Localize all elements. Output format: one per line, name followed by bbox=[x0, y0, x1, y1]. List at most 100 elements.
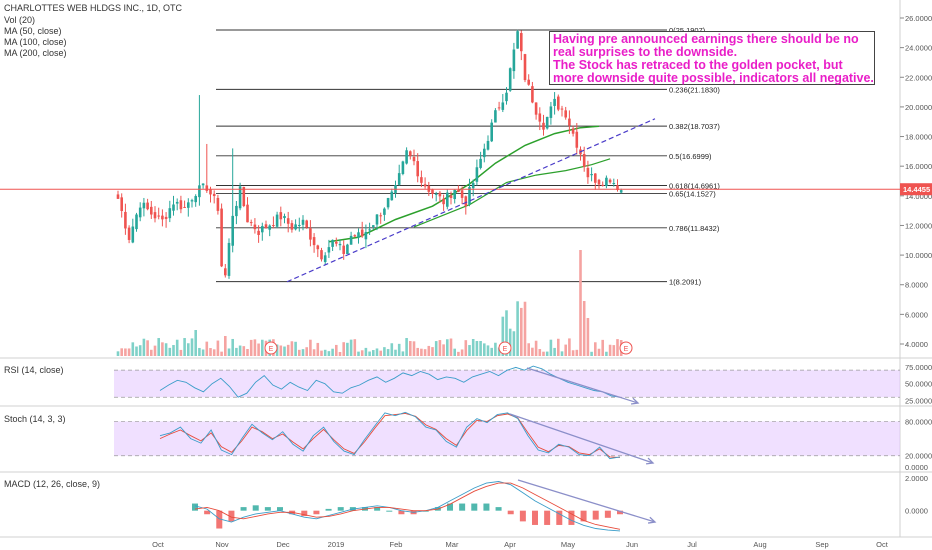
fib-label: 0.786(11.8432) bbox=[669, 224, 720, 233]
volume-bar bbox=[579, 250, 582, 356]
earnings-marker-label: E bbox=[503, 346, 508, 353]
macd-tick-label: 2.0000 bbox=[905, 474, 928, 483]
grid-lines bbox=[0, 0, 932, 538]
stoch-k-line bbox=[159, 411, 621, 460]
candle-body bbox=[305, 220, 308, 228]
time-axis: Oct Nov Dec 2019 Feb Mar Apr May Jun Jul Aug Sep Oct bbox=[152, 540, 889, 549]
volume-bar bbox=[453, 348, 456, 356]
macd-histogram-bar bbox=[228, 510, 235, 522]
rsi-pane-title: RSI (14, close) bbox=[4, 365, 64, 375]
volume-bar bbox=[138, 345, 142, 356]
candle-body bbox=[449, 195, 453, 198]
macd-histogram-bar bbox=[252, 505, 259, 511]
volume-bar bbox=[434, 341, 438, 356]
volume-bar bbox=[305, 347, 308, 356]
candle-body bbox=[386, 197, 390, 208]
volume-bar bbox=[397, 343, 401, 356]
annotation-box[interactable]: Having pre announced earnings there shou… bbox=[549, 31, 875, 85]
candle-body bbox=[164, 216, 168, 219]
indicator-lines bbox=[159, 365, 623, 532]
macd-histogram-bar bbox=[313, 510, 320, 515]
volume-bar bbox=[235, 347, 238, 356]
legend-ma-100: MA (100, close) bbox=[4, 37, 67, 47]
volume-bar bbox=[468, 345, 471, 356]
candle-body bbox=[316, 245, 320, 250]
earnings-marker bbox=[264, 341, 278, 355]
candle-body bbox=[227, 242, 231, 276]
volume-bar bbox=[316, 342, 320, 356]
volume-bar bbox=[127, 348, 131, 356]
candle-body bbox=[368, 229, 371, 231]
candle-body bbox=[249, 222, 253, 224]
volume-bar bbox=[205, 341, 209, 356]
fib-label: 0.65(14.1527) bbox=[669, 190, 716, 199]
candle-body bbox=[124, 211, 127, 229]
macd-histogram-bar bbox=[240, 507, 247, 511]
volume-bar bbox=[612, 345, 616, 356]
candle-body bbox=[335, 241, 338, 244]
price-tick-label: 18.0000 bbox=[905, 133, 932, 142]
time-tick-label: Jun bbox=[626, 540, 638, 549]
volume-bar bbox=[423, 349, 427, 356]
volume-bar bbox=[298, 349, 301, 356]
macd-histogram-bar bbox=[264, 507, 271, 511]
price-tick-label: 14.0000 bbox=[905, 192, 932, 201]
candle-body bbox=[279, 212, 283, 220]
volume-bar bbox=[449, 338, 453, 356]
volume-bar bbox=[553, 347, 556, 356]
volume-bar bbox=[386, 349, 390, 356]
candle-body bbox=[242, 186, 246, 207]
volume-bar bbox=[557, 338, 560, 356]
volume-bar bbox=[490, 347, 493, 356]
macd-downtrend-arrow bbox=[517, 479, 656, 523]
candle-body bbox=[616, 185, 619, 190]
candle-body bbox=[560, 108, 564, 110]
volume-bar bbox=[172, 345, 175, 356]
macd-histogram-bar bbox=[204, 510, 211, 515]
candle-body bbox=[235, 205, 238, 217]
volume-bar bbox=[375, 348, 379, 356]
candle-body bbox=[590, 174, 593, 176]
candle-body bbox=[312, 237, 316, 246]
candle-body bbox=[320, 250, 323, 260]
earnings-marker bbox=[498, 341, 512, 355]
candle-body bbox=[172, 204, 175, 211]
time-tick-label: Feb bbox=[390, 540, 403, 549]
volume-bar bbox=[161, 342, 164, 356]
candle-body bbox=[353, 235, 357, 237]
macd-histogram-bar bbox=[301, 510, 308, 517]
candle-body bbox=[290, 223, 294, 230]
fib-label: 0.382(18.7037) bbox=[669, 122, 720, 131]
candle-body bbox=[520, 33, 523, 52]
candle-body bbox=[483, 148, 486, 158]
macd-histogram-bar bbox=[617, 510, 623, 515]
macd-histogram-bar bbox=[556, 510, 563, 525]
macd-histogram-bar bbox=[447, 503, 453, 511]
candle-body bbox=[494, 110, 497, 123]
volume-bar bbox=[201, 349, 205, 356]
time-tick-label: Mar bbox=[446, 540, 459, 549]
volume-bar bbox=[464, 340, 468, 356]
volume-bar bbox=[508, 328, 512, 356]
macd-histogram-bar bbox=[192, 503, 198, 511]
macd-histogram-bar bbox=[216, 510, 223, 529]
candle-body bbox=[601, 184, 604, 186]
macd-histogram-bar bbox=[519, 510, 526, 522]
volume-bar bbox=[494, 342, 497, 356]
volume-bar bbox=[601, 339, 604, 356]
time-tick-label: Nov bbox=[215, 540, 229, 549]
candle-body bbox=[612, 182, 616, 184]
volume-bar bbox=[372, 350, 375, 356]
candle-body bbox=[224, 268, 227, 276]
candle-body bbox=[553, 98, 556, 106]
volume-bars bbox=[116, 250, 623, 356]
candle-body bbox=[205, 185, 209, 191]
volume-bar bbox=[275, 344, 279, 356]
candle-body bbox=[420, 177, 423, 183]
macd-histogram-bar bbox=[532, 510, 538, 525]
candle-body bbox=[146, 202, 149, 210]
candle-body bbox=[557, 96, 560, 110]
volume-bar bbox=[224, 336, 227, 356]
